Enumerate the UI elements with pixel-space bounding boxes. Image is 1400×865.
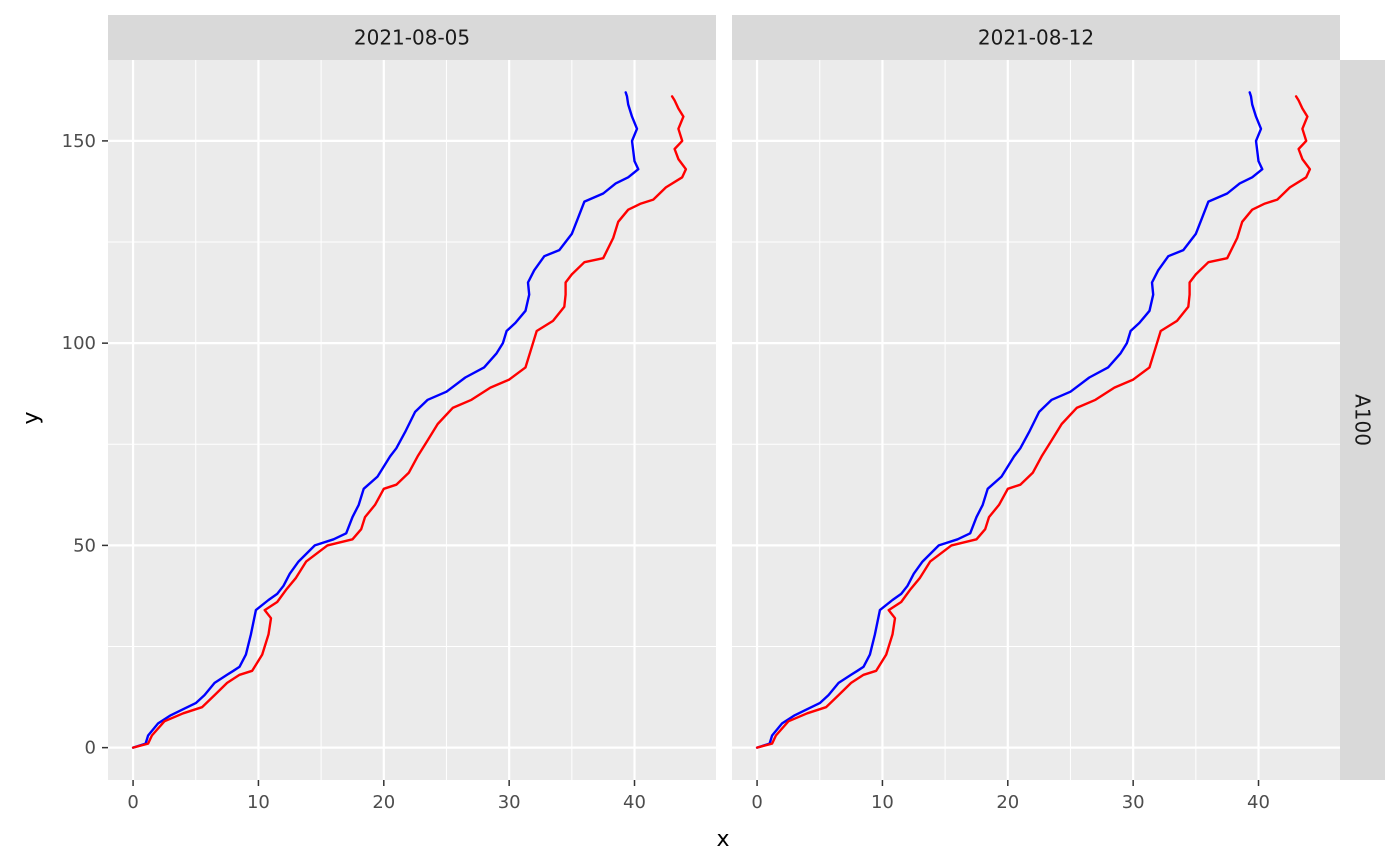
- x-tick-label: 20: [372, 792, 395, 813]
- y-axis-title: y: [19, 411, 44, 424]
- facet-strip: [732, 15, 1340, 60]
- series-line-blue: [755, 91, 1264, 749]
- facet-strips: 2021-08-05 2021-08-12 A100: [108, 15, 1385, 780]
- x-tick-label: 10: [871, 792, 894, 813]
- row-facet-strip: [1340, 60, 1385, 780]
- x-axis-title: x: [716, 827, 729, 852]
- series-lines: [131, 91, 1312, 749]
- x-tick-label: 20: [996, 792, 1019, 813]
- series-line-blue: [131, 91, 640, 749]
- series-line-red: [755, 95, 1312, 749]
- x-tick-label: 30: [498, 792, 521, 813]
- x-tick-label: 10: [247, 792, 270, 813]
- x-tick-label: 40: [1247, 792, 1270, 813]
- row-facet-strip-label: A100: [1351, 394, 1375, 446]
- series-line-red: [131, 95, 688, 749]
- y-tick-label: 50: [73, 535, 96, 556]
- y-tick-label: 100: [62, 333, 96, 354]
- x-tick-label: 0: [751, 792, 762, 813]
- x-tick-label: 0: [127, 792, 138, 813]
- gridlines: [108, 60, 1340, 780]
- y-tick-label: 0: [85, 738, 96, 759]
- facet-strip: [108, 15, 716, 60]
- x-tick-label: 30: [1122, 792, 1145, 813]
- x-tick-label: 40: [623, 792, 646, 813]
- facet-strip-label: 2021-08-12: [978, 26, 1094, 50]
- panel-backgrounds: [108, 60, 1340, 780]
- y-tick-label: 150: [62, 131, 96, 152]
- facet-strip-label: 2021-08-05: [354, 26, 470, 50]
- axes: 0 10 20 30 40 0 10 20 30 40 0 50 100 150: [62, 131, 1270, 813]
